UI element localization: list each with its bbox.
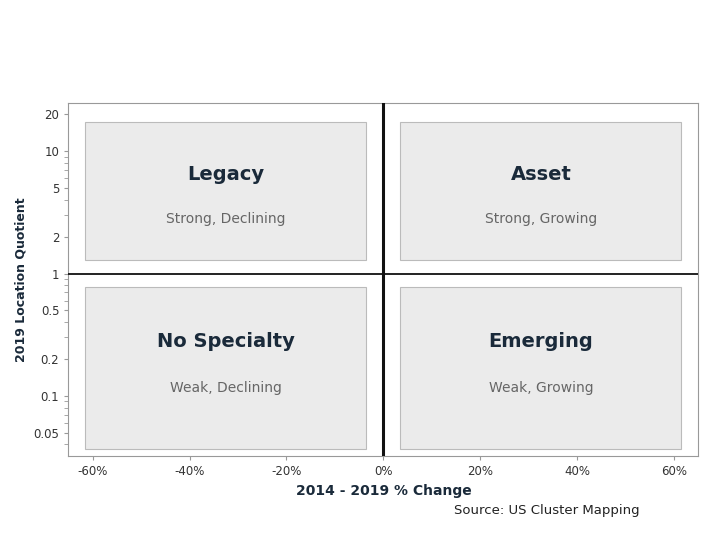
Text: No Specialty: No Specialty xyxy=(157,332,294,350)
FancyBboxPatch shape xyxy=(86,287,366,449)
Text: Emerging: Emerging xyxy=(489,332,593,350)
X-axis label: 2014 - 2019 % Change: 2014 - 2019 % Change xyxy=(295,484,472,498)
Y-axis label: 2019 Location Quotient: 2019 Location Quotient xyxy=(15,197,28,362)
FancyBboxPatch shape xyxy=(400,287,681,449)
Text: Target Industry Cluster Analysis: Target Industry Cluster Analysis xyxy=(33,14,687,48)
Text: Source: US Cluster Mapping: Source: US Cluster Mapping xyxy=(454,504,640,517)
FancyBboxPatch shape xyxy=(86,122,366,260)
Text: Strong, Growing: Strong, Growing xyxy=(485,212,597,226)
Text: Legacy: Legacy xyxy=(187,165,264,184)
Text: Weak, Declining: Weak, Declining xyxy=(170,381,282,395)
FancyBboxPatch shape xyxy=(400,122,681,260)
Text: Weak, Growing: Weak, Growing xyxy=(489,381,593,395)
Text: Asset: Asset xyxy=(510,165,572,184)
Text: Strong, Declining: Strong, Declining xyxy=(166,212,286,226)
